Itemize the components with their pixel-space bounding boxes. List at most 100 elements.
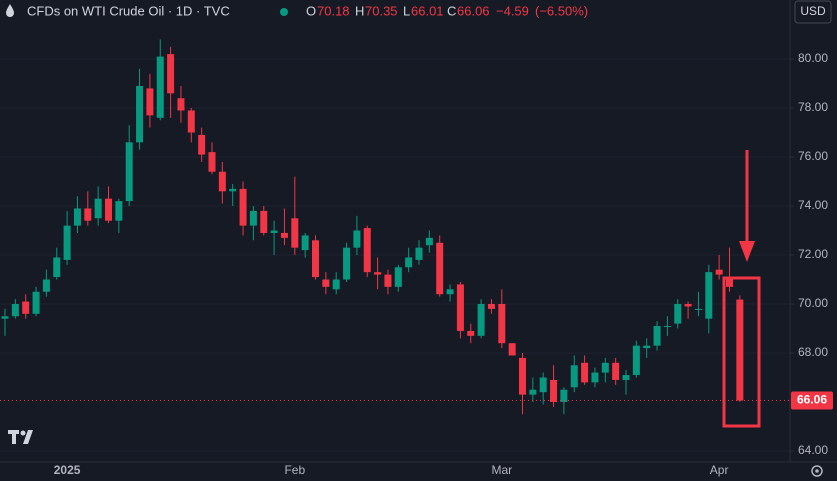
candle-body [84, 208, 92, 221]
candle-body [177, 98, 185, 111]
candle-body [11, 303, 19, 317]
candle-body [260, 210, 268, 233]
currency-box[interactable] [794, 0, 832, 24]
change: −4.59 [496, 3, 529, 18]
candle-body [136, 85, 144, 143]
logo [8, 430, 33, 444]
candle-body [249, 210, 257, 226]
candle-body [374, 272, 382, 275]
candle-body [705, 272, 713, 319]
candle-body [560, 389, 568, 402]
candle-body [198, 134, 206, 155]
candle-body [322, 279, 330, 287]
change-percent: (−6.50%) [535, 3, 588, 18]
candles [1, 39, 744, 415]
candle-body [405, 257, 413, 268]
candle-body [312, 240, 319, 278]
candle-body [726, 279, 733, 287]
candle-body [363, 228, 371, 273]
ohlc-value: 66.06 [457, 3, 490, 18]
annotation-arrowhead [739, 241, 755, 262]
candle-body [467, 330, 475, 336]
candle-body [539, 377, 547, 393]
x-tick-label: Mar [491, 463, 512, 477]
candle-body [591, 372, 599, 383]
candle-body [63, 225, 71, 260]
ohlc-value: 70.18 [317, 3, 350, 18]
ohlc-label: O [306, 3, 316, 18]
candle-body [581, 362, 589, 383]
candle-body [42, 279, 50, 292]
candle-body [674, 303, 682, 324]
candle-body [270, 230, 278, 233]
candle-body [280, 232, 288, 238]
last-price-tag [791, 391, 833, 410]
candle-body [550, 379, 558, 402]
settings-icon[interactable] [811, 465, 823, 477]
candle-body [477, 303, 485, 336]
candle-body [218, 171, 226, 192]
grid [0, 58, 790, 452]
candle-body [384, 274, 392, 287]
candle-body [570, 365, 578, 388]
candle-body [208, 152, 216, 172]
chart-title: CFDs on WTI Crude Oil · 1D · TVC [27, 3, 230, 18]
x-tick-label: Feb [284, 463, 305, 477]
candle-body [601, 362, 609, 373]
y-tick-label: 68.00 [798, 345, 828, 359]
candle-body [187, 110, 195, 133]
y-tick-label: 64.00 [798, 443, 828, 457]
candle-body [612, 362, 620, 380]
candle-body [343, 247, 351, 280]
candle-body [73, 208, 81, 226]
y-tick-label: 78.00 [798, 100, 828, 114]
ohlc-value: 66.01 [411, 3, 444, 18]
candle-body [632, 345, 640, 376]
candle-body [353, 230, 361, 248]
y-tick-label: 76.00 [798, 149, 828, 163]
candle-body [508, 343, 516, 356]
candle-body [736, 299, 744, 401]
candle-body [32, 291, 40, 314]
candle-body [663, 326, 671, 328]
candle-body [394, 267, 402, 287]
candle-body [22, 301, 30, 314]
candle-body [146, 88, 154, 116]
x-tick-label: Apr [710, 463, 729, 477]
candle-body [529, 389, 537, 395]
candle-body [694, 308, 702, 310]
candle-body [715, 269, 723, 275]
candle-body [415, 247, 423, 260]
candle-body [229, 188, 237, 192]
ohlc-value: 70.35 [365, 3, 398, 18]
candle-body [425, 237, 433, 246]
candle-body [332, 279, 340, 290]
candle-body [1, 316, 9, 319]
candle-body [622, 375, 630, 380]
candle-body [301, 235, 309, 251]
ohlc-label: H [355, 3, 364, 18]
x-tick-label: 2025 [54, 463, 81, 477]
candle-body [94, 198, 102, 219]
candle-body [291, 218, 299, 248]
candle-body [156, 56, 164, 118]
candle-body [53, 257, 61, 278]
candle-body [487, 303, 495, 309]
y-tick-label: 70.00 [798, 296, 828, 310]
y-tick-label: 80.00 [798, 51, 828, 65]
candle-body [498, 303, 506, 344]
currency[interactable]: USD [800, 4, 826, 18]
ohlc-label: C [447, 3, 456, 18]
status-dot [280, 8, 288, 16]
candle-body [239, 188, 247, 226]
ohlc-label: L [403, 3, 410, 18]
y-tick-label: 72.00 [798, 247, 828, 261]
candle-body [643, 345, 651, 349]
last-price-label: 66.06 [797, 393, 827, 407]
candle-body [653, 326, 661, 346]
candle-body [456, 284, 464, 331]
y-tick-label: 74.00 [798, 198, 828, 212]
candle-body [125, 142, 133, 202]
